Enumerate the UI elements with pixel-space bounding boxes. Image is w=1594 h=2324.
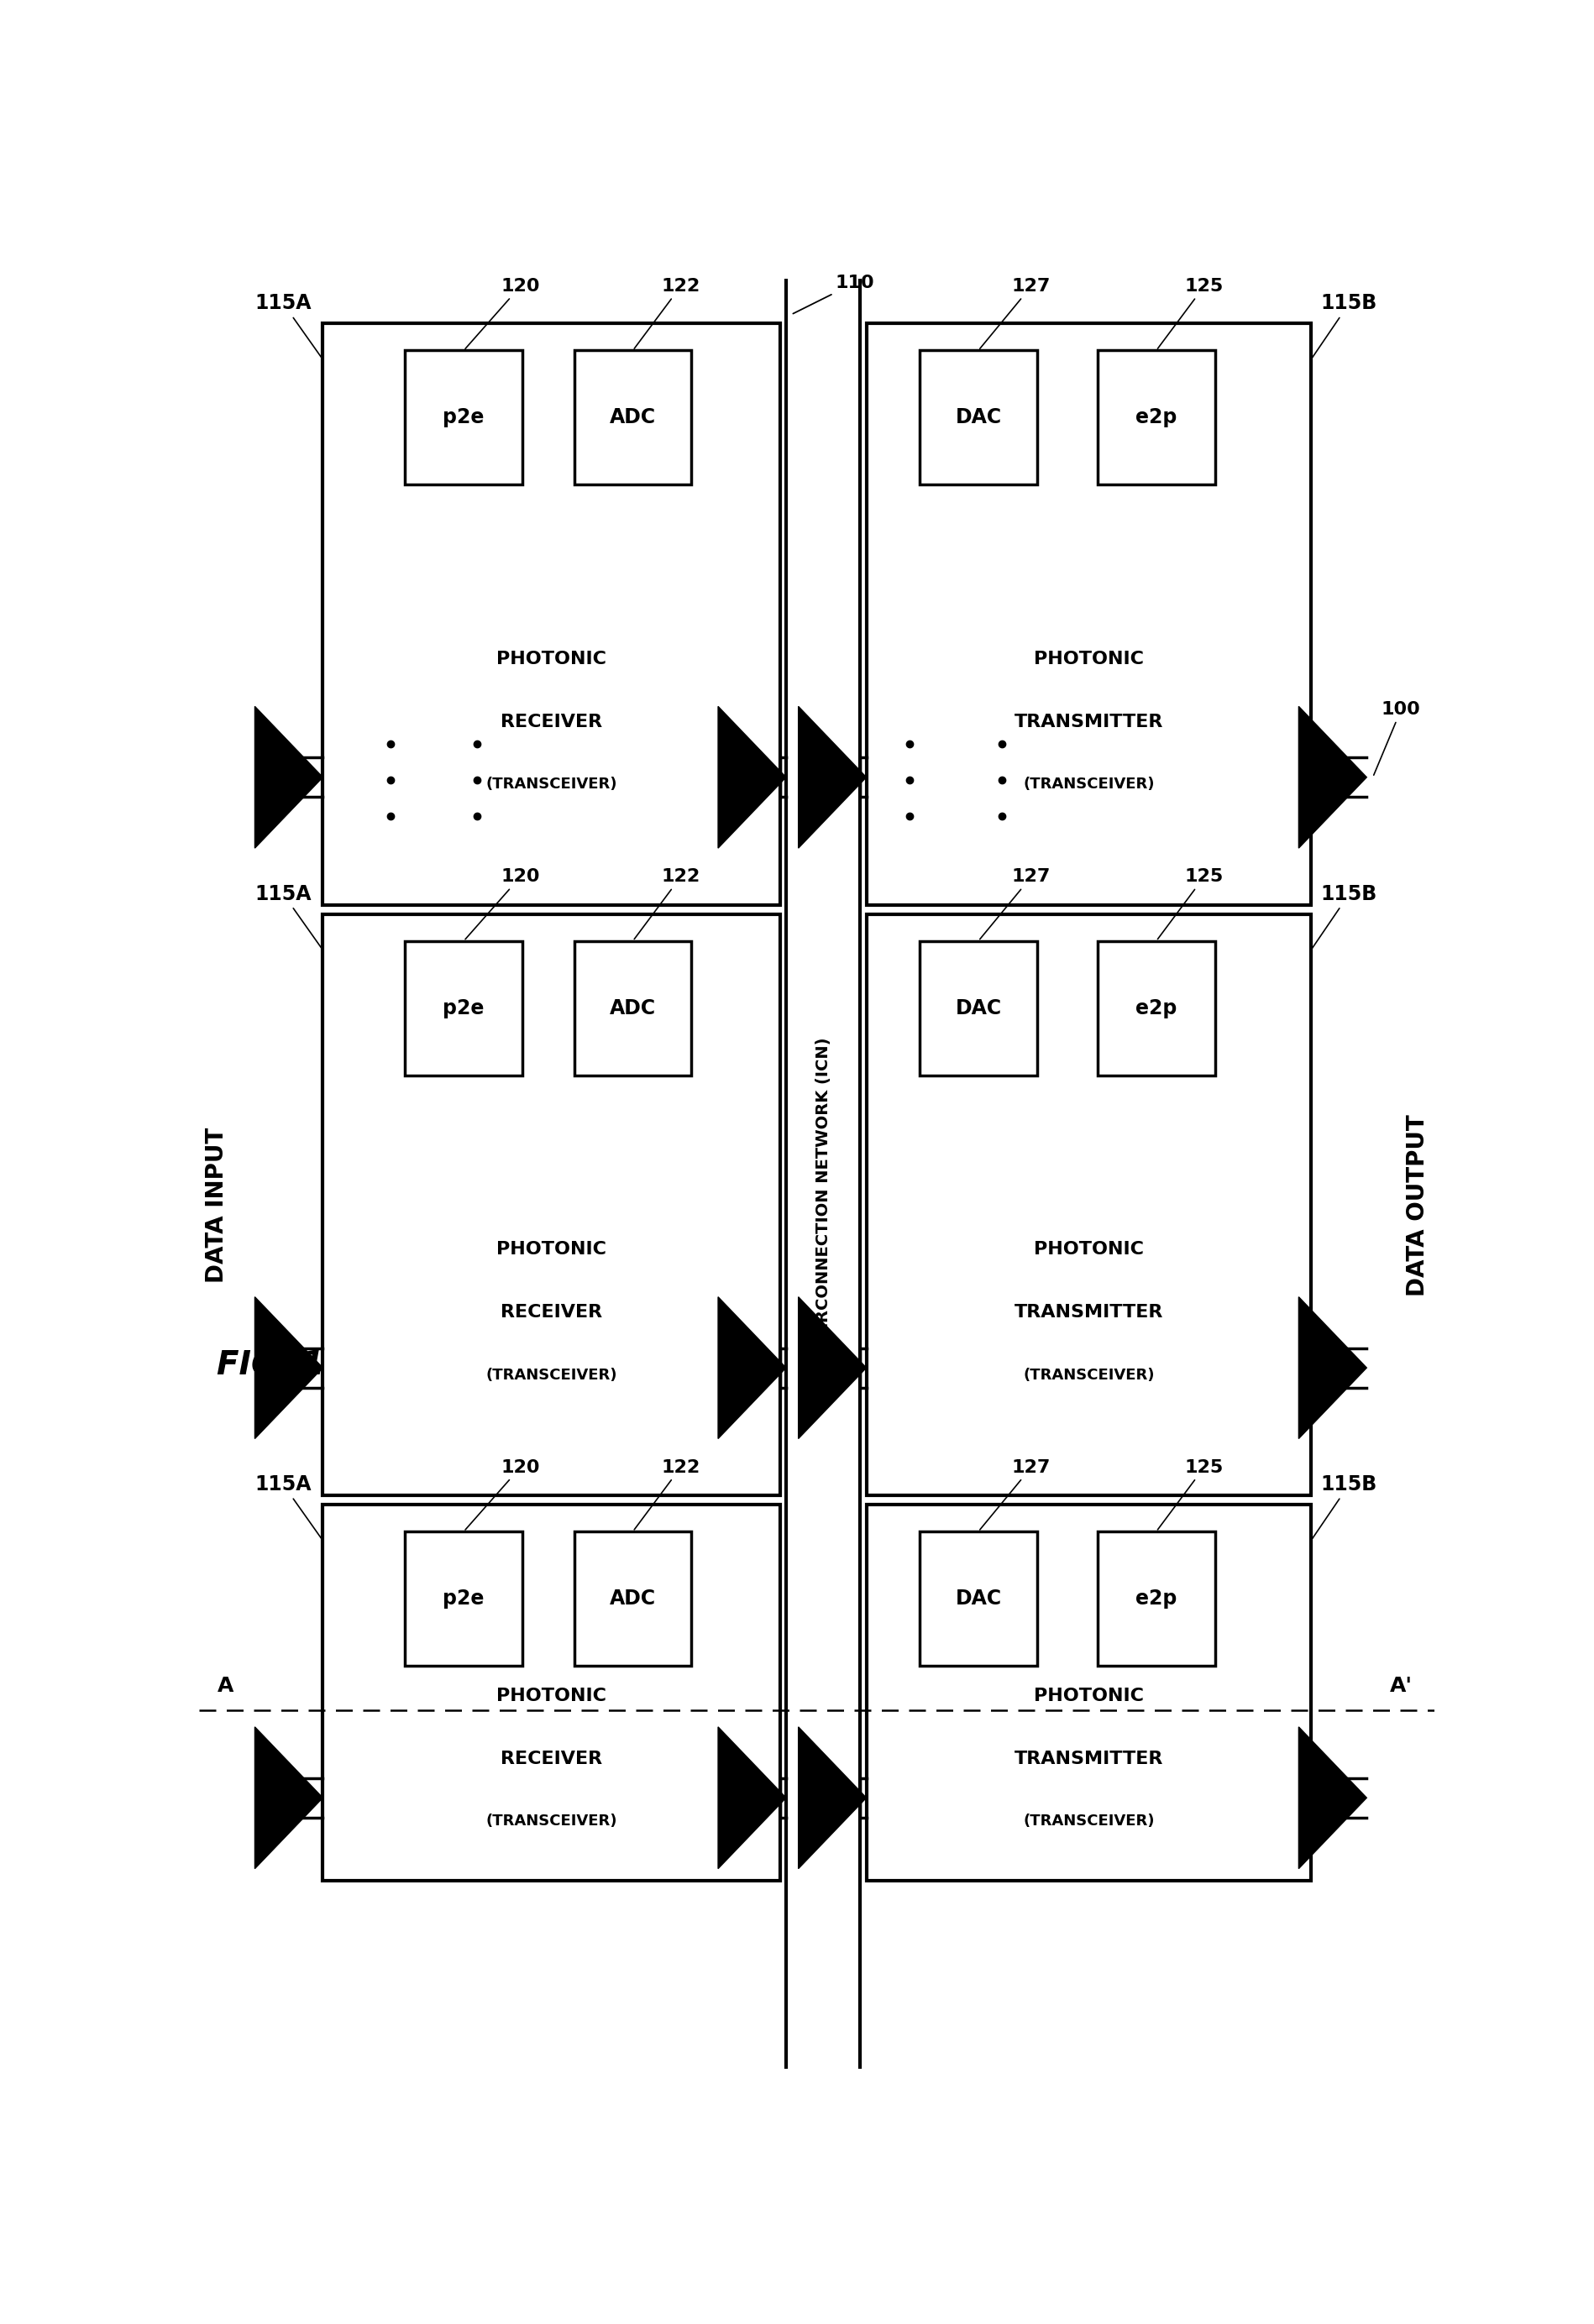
Text: (TRANSCEIVER): (TRANSCEIVER) <box>486 1367 617 1383</box>
Text: ADC: ADC <box>611 1590 657 1608</box>
Text: p2e: p2e <box>443 1590 485 1608</box>
Text: 127: 127 <box>980 1459 1050 1529</box>
Text: e2p: e2p <box>1135 1590 1176 1608</box>
Text: DAC: DAC <box>955 407 1001 428</box>
Polygon shape <box>255 706 322 848</box>
Text: ADC: ADC <box>611 407 657 428</box>
Polygon shape <box>799 1727 867 1868</box>
Text: 122: 122 <box>634 869 700 939</box>
Text: 127: 127 <box>980 279 1050 349</box>
Text: A: A <box>218 1676 234 1697</box>
Bar <box>920 941 1038 1076</box>
Text: TRANSMITTER: TRANSMITTER <box>1014 1304 1164 1320</box>
Text: RECEIVER: RECEIVER <box>501 1750 603 1766</box>
Text: PHOTONIC: PHOTONIC <box>496 1241 606 1257</box>
Polygon shape <box>1299 1727 1366 1868</box>
Text: DAC: DAC <box>955 997 1001 1018</box>
Text: (TRANSCEIVER): (TRANSCEIVER) <box>1023 1813 1154 1829</box>
Bar <box>920 1532 1038 1666</box>
Bar <box>867 323 1310 904</box>
Bar <box>574 351 692 486</box>
Polygon shape <box>255 1727 322 1868</box>
Text: 115B: 115B <box>1312 883 1377 948</box>
Text: 100: 100 <box>1374 702 1420 776</box>
Text: DAC: DAC <box>955 1590 1001 1608</box>
Text: PHOTONIC: PHOTONIC <box>1033 1687 1144 1703</box>
Text: (TRANSCEIVER): (TRANSCEIVER) <box>486 1813 617 1829</box>
Bar <box>867 1504 1310 1880</box>
Polygon shape <box>717 706 786 848</box>
Text: e2p: e2p <box>1135 997 1176 1018</box>
Bar <box>405 1532 523 1666</box>
Polygon shape <box>255 1297 322 1439</box>
Text: p2e: p2e <box>443 407 485 428</box>
Bar <box>1098 1532 1215 1666</box>
Polygon shape <box>717 1727 786 1868</box>
Bar <box>405 351 523 486</box>
Text: 125: 125 <box>1157 869 1224 939</box>
Text: 120: 120 <box>465 869 540 939</box>
Text: 125: 125 <box>1157 1459 1224 1529</box>
Text: PHOTONIC: PHOTONIC <box>1033 651 1144 667</box>
Text: 125: 125 <box>1157 279 1224 349</box>
Bar <box>574 941 692 1076</box>
Text: PHOTONIC: PHOTONIC <box>496 651 606 667</box>
Text: TRANSMITTER: TRANSMITTER <box>1014 713 1164 730</box>
Bar <box>1098 941 1215 1076</box>
Text: 115B: 115B <box>1312 293 1377 358</box>
Bar <box>920 351 1038 486</box>
Text: TRANSMITTER: TRANSMITTER <box>1014 1750 1164 1766</box>
Text: DATA INPUT: DATA INPUT <box>204 1127 228 1283</box>
Text: 120: 120 <box>465 1459 540 1529</box>
Text: p2e: p2e <box>443 997 485 1018</box>
Bar <box>322 1504 779 1880</box>
Text: 115A: 115A <box>255 293 322 358</box>
Polygon shape <box>1299 1297 1366 1439</box>
Bar <box>322 323 779 904</box>
Polygon shape <box>799 706 867 848</box>
Text: (TRANSCEIVER): (TRANSCEIVER) <box>1023 1367 1154 1383</box>
Text: RECEIVER: RECEIVER <box>501 1304 603 1320</box>
Bar <box>786 279 861 2068</box>
Bar <box>574 1532 692 1666</box>
Text: 120: 120 <box>465 279 540 349</box>
Text: INTERCONNECTION NETWORK (ICN): INTERCONNECTION NETWORK (ICN) <box>815 1037 830 1364</box>
Text: PHOTONIC: PHOTONIC <box>1033 1241 1144 1257</box>
Text: ADC: ADC <box>611 997 657 1018</box>
Text: 110: 110 <box>794 274 875 314</box>
Text: 122: 122 <box>634 279 700 349</box>
Text: RECEIVER: RECEIVER <box>501 713 603 730</box>
Text: A': A' <box>1390 1676 1412 1697</box>
Text: (TRANSCEIVER): (TRANSCEIVER) <box>486 776 617 792</box>
Text: 127: 127 <box>980 869 1050 939</box>
Text: DATA OUTPUT: DATA OUTPUT <box>1406 1113 1430 1297</box>
Text: FIG. 1: FIG. 1 <box>217 1350 324 1383</box>
Polygon shape <box>717 1297 786 1439</box>
Bar <box>1098 351 1215 486</box>
Bar <box>405 941 523 1076</box>
Polygon shape <box>1299 706 1366 848</box>
Text: 115A: 115A <box>255 883 322 948</box>
Text: PHOTONIC: PHOTONIC <box>496 1687 606 1703</box>
Text: 115B: 115B <box>1312 1473 1377 1538</box>
Bar <box>322 913 779 1497</box>
Polygon shape <box>799 1297 867 1439</box>
Text: 115A: 115A <box>255 1473 322 1538</box>
Bar <box>867 913 1310 1497</box>
Text: 122: 122 <box>634 1459 700 1529</box>
Text: e2p: e2p <box>1135 407 1176 428</box>
Text: (TRANSCEIVER): (TRANSCEIVER) <box>1023 776 1154 792</box>
